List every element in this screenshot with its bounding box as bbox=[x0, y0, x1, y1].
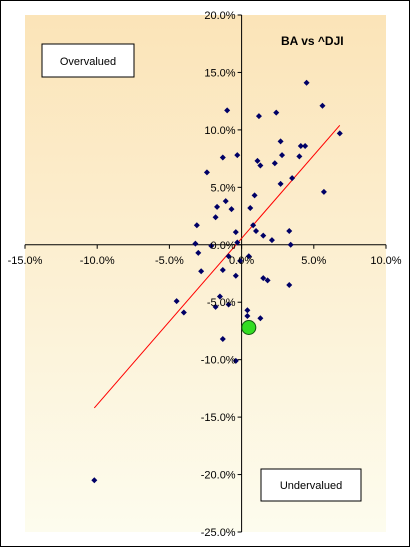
y-tick-label: -15.0% bbox=[201, 412, 236, 424]
data-point bbox=[264, 277, 271, 284]
data-point bbox=[297, 142, 304, 149]
data-point bbox=[286, 227, 293, 234]
data-point bbox=[208, 242, 215, 249]
data-point bbox=[319, 102, 326, 109]
x-tick-label: -10.0% bbox=[80, 255, 115, 267]
undervalued-box: Undervalued bbox=[260, 468, 362, 502]
data-point bbox=[271, 160, 278, 167]
data-point bbox=[173, 298, 180, 305]
data-point bbox=[193, 222, 200, 229]
data-point bbox=[228, 206, 235, 213]
data-point bbox=[253, 227, 260, 234]
data-point bbox=[214, 203, 221, 210]
data-point bbox=[251, 192, 258, 199]
data-point bbox=[203, 169, 210, 176]
x-tick-label: 0.0% bbox=[229, 255, 254, 267]
y-tick-label: -25.0% bbox=[201, 527, 236, 539]
data-point bbox=[254, 157, 261, 164]
data-point bbox=[287, 241, 294, 248]
data-point bbox=[286, 281, 293, 288]
data-point bbox=[289, 175, 296, 182]
data-point bbox=[224, 107, 231, 114]
data-point bbox=[195, 249, 202, 256]
data-point bbox=[260, 275, 267, 282]
data-point bbox=[232, 357, 239, 364]
y-tick-label: 20.0% bbox=[204, 10, 235, 22]
data-point bbox=[296, 153, 303, 160]
data-point bbox=[219, 267, 226, 274]
data-point bbox=[257, 315, 264, 322]
x-tick-label: 10.0% bbox=[370, 255, 401, 267]
data-point bbox=[216, 293, 223, 300]
data-point bbox=[232, 229, 239, 236]
data-point bbox=[336, 130, 343, 137]
data-point bbox=[234, 239, 241, 246]
trendline bbox=[93, 124, 341, 409]
y-tick-label: 10.0% bbox=[204, 125, 235, 137]
data-point bbox=[247, 205, 254, 212]
data-point bbox=[219, 335, 226, 342]
data-point bbox=[232, 272, 239, 279]
data-point bbox=[212, 214, 219, 221]
data-point bbox=[303, 79, 310, 86]
data-point bbox=[302, 142, 309, 149]
y-tick-label: -10.0% bbox=[201, 355, 236, 367]
x-tick-label: 5.0% bbox=[301, 255, 326, 267]
data-point bbox=[277, 138, 284, 145]
data-point bbox=[192, 240, 199, 247]
data-point bbox=[245, 253, 252, 260]
data-point bbox=[257, 162, 264, 169]
data-point bbox=[219, 154, 226, 161]
data-point bbox=[279, 152, 286, 159]
x-tick-label: -5.0% bbox=[155, 255, 184, 267]
chart-title: BA vs ^DJI bbox=[281, 34, 344, 48]
plot-area bbox=[25, 15, 386, 532]
data-point bbox=[234, 152, 241, 159]
data-point bbox=[237, 257, 244, 264]
data-point bbox=[273, 109, 280, 116]
data-point bbox=[260, 232, 267, 239]
data-point bbox=[255, 113, 262, 120]
data-point bbox=[250, 222, 257, 229]
data-point bbox=[277, 180, 284, 187]
y-tick-label: -20.0% bbox=[201, 470, 236, 482]
data-point bbox=[222, 198, 229, 205]
y-tick-label: 15.0% bbox=[204, 67, 235, 79]
x-tick-label: -15.0% bbox=[8, 255, 43, 267]
data-point bbox=[225, 253, 232, 260]
data-point bbox=[320, 188, 327, 195]
data-point bbox=[225, 301, 232, 308]
data-point bbox=[198, 268, 205, 275]
data-point bbox=[91, 477, 98, 484]
data-point bbox=[244, 313, 251, 320]
highlight-point bbox=[241, 319, 257, 335]
overvalued-box: Overvalued bbox=[41, 43, 135, 78]
data-point bbox=[180, 309, 187, 316]
overvalued-label: Overvalued bbox=[60, 56, 116, 68]
data-point bbox=[212, 303, 219, 310]
y-tick-label: 5.0% bbox=[211, 182, 236, 194]
undervalued-label: Undervalued bbox=[280, 480, 342, 492]
data-point bbox=[268, 237, 275, 244]
y-tick-label: 0.0% bbox=[211, 240, 236, 252]
data-point bbox=[244, 307, 251, 314]
y-tick-label: -5.0% bbox=[207, 297, 236, 309]
